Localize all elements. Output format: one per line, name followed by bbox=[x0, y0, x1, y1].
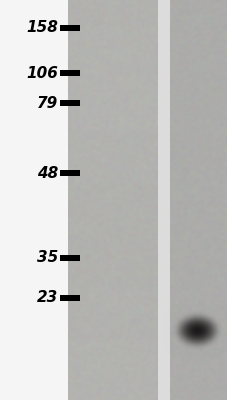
Text: 106: 106 bbox=[26, 66, 58, 80]
Text: 79: 79 bbox=[37, 96, 58, 110]
Text: 35: 35 bbox=[37, 250, 58, 266]
Text: 23: 23 bbox=[37, 290, 58, 306]
Text: 48: 48 bbox=[37, 166, 58, 180]
Text: 158: 158 bbox=[26, 20, 58, 36]
